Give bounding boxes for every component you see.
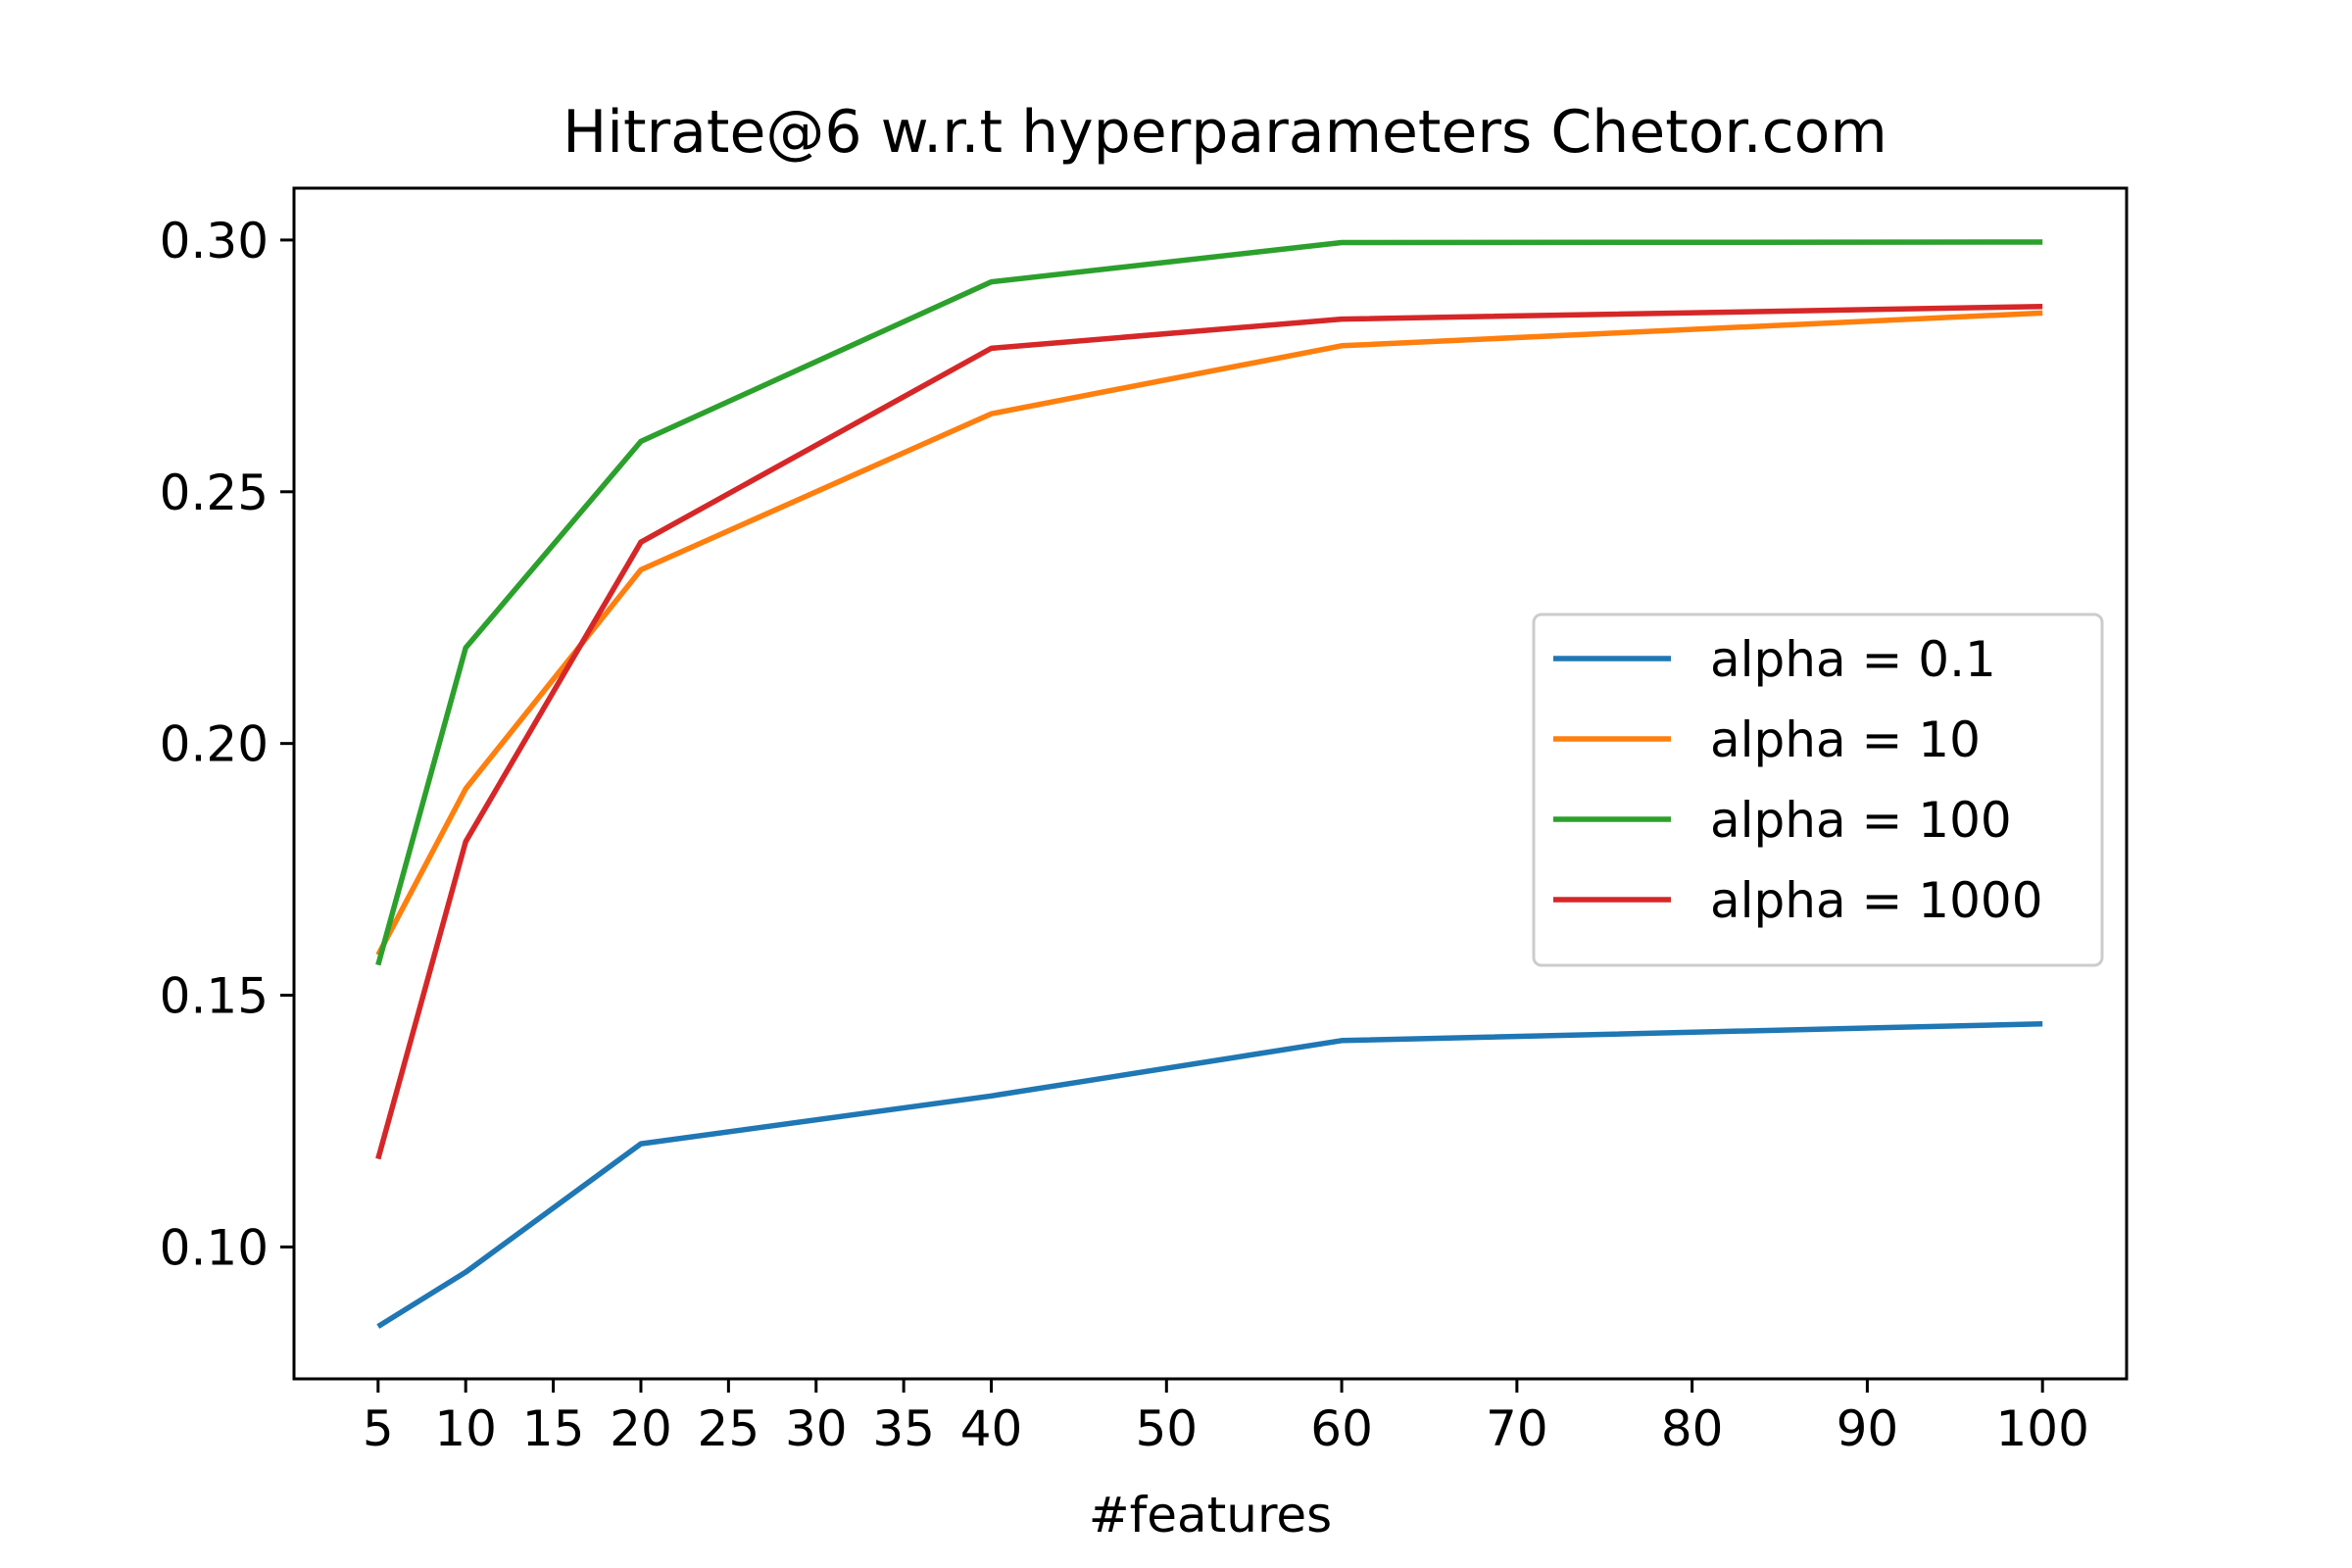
chart-title: Hitrate@6 w.r.t hyperparameters Chetor.c… [563,98,1887,167]
series-line-3 [375,303,2043,1160]
x-tick-label-70: 70 [1486,1400,1548,1457]
legend-box [1532,612,2104,967]
legend: alpha = 0.1 alpha = 10 alpha = 100 alpha = … [1532,612,2104,967]
x-tick-label-100: 100 [1995,1400,2088,1457]
x-tick-label-50: 50 [1135,1400,1198,1457]
x-tick-label-10: 10 [434,1400,497,1457]
x-axis-label: #features [1089,1487,1332,1544]
x-tick-label-90: 90 [1837,1400,1899,1457]
y-axis: 0.10 0.15 0.20 0.25 0.30 [160,213,294,1276]
x-axis: 5 10 15 20 25 30 35 40 50 60 70 80 90 100 [363,1379,2089,1457]
x-tick-label-25: 25 [698,1400,760,1457]
plot-area [375,239,2043,1329]
plot-frame [292,186,2129,1381]
series-line-2 [375,239,2043,966]
y-tick-label-0.15: 0.15 [160,968,269,1025]
y-tick-label-0.30: 0.30 [160,213,269,270]
y-tick-label-0.10: 0.10 [160,1219,269,1276]
legend-label-0: alpha = 0.1 [1710,631,1996,688]
x-tick-label-30: 30 [785,1400,848,1457]
x-tick-label-80: 80 [1661,1400,1724,1457]
x-tick-label-20: 20 [610,1400,672,1457]
y-tick-label-0.25: 0.25 [160,465,269,521]
x-tick-label-15: 15 [522,1400,585,1457]
series-line-1 [375,310,2043,956]
legend-label-3: alpha = 1000 [1710,872,2043,929]
y-tick-label-0.20: 0.20 [160,716,269,773]
legend-label-2: alpha = 100 [1710,792,2012,849]
x-tick-label-5: 5 [363,1400,394,1457]
x-tick-label-60: 60 [1310,1400,1373,1457]
x-tick-label-35: 35 [872,1400,935,1457]
series-line-0 [376,1021,2043,1329]
legend-label-1: alpha = 10 [1710,711,1981,768]
x-tick-label-40: 40 [960,1400,1023,1457]
